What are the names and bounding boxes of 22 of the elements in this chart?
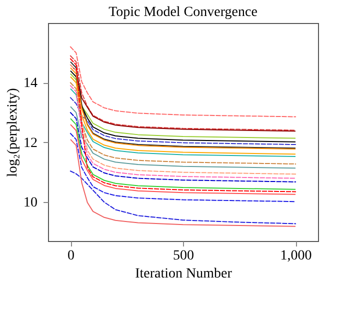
line-series: [70, 85, 296, 179]
y-axis-title: log₂(perplexity): [6, 88, 20, 177]
line-series: [70, 132, 296, 202]
line-series: [70, 106, 296, 169]
line-series: [70, 138, 296, 227]
x-tick-label: 500: [173, 248, 194, 264]
line-series: [70, 58, 296, 192]
line-series: [70, 88, 296, 157]
line-series: [70, 64, 296, 175]
line-series: [70, 112, 296, 182]
y-tick-label: 10: [24, 196, 38, 211]
x-tick-label: 1,000: [280, 248, 312, 264]
line-series: [70, 170, 296, 224]
x-axis-title: Iteration Number: [135, 266, 232, 282]
line-series: [70, 82, 296, 164]
y-tick-label: 12: [24, 136, 38, 151]
x-tick-label: 0: [68, 248, 74, 264]
line-series: [70, 46, 296, 118]
y-tick-label: 14: [24, 76, 38, 92]
line-series: [70, 97, 296, 146]
chart-title: Topic Model Convergence: [108, 5, 258, 20]
line-series: [70, 76, 296, 155]
